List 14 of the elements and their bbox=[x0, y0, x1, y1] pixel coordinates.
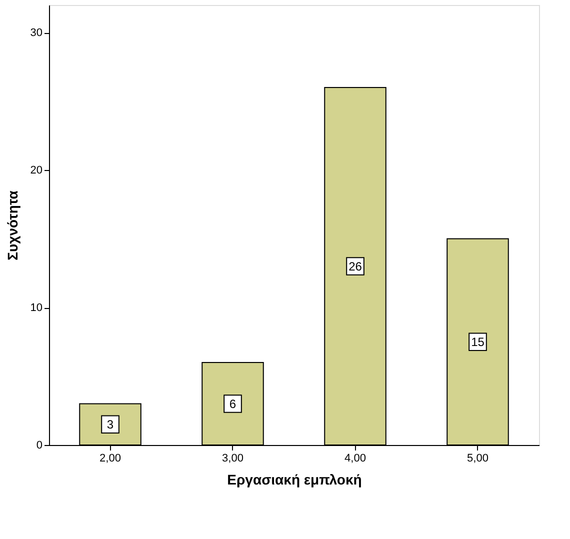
data-label: 15 bbox=[471, 334, 485, 349]
x-axis-title: Εργασιακή εμπλοκή bbox=[227, 472, 362, 488]
data-label: 6 bbox=[229, 396, 236, 411]
data-label: 3 bbox=[106, 417, 114, 432]
data-label: 26 bbox=[348, 259, 362, 274]
y-tick-label: 0 bbox=[36, 440, 42, 452]
y-axis-title: Συχνότητα bbox=[4, 190, 20, 260]
y-tick-label: 10 bbox=[30, 302, 42, 314]
y-tick-label: 30 bbox=[30, 27, 42, 39]
x-tick-label: 3,00 bbox=[222, 452, 244, 464]
y-tick-label: 20 bbox=[30, 164, 42, 176]
x-tick-label: 4,00 bbox=[344, 452, 366, 464]
x-tick-label: 2,00 bbox=[100, 452, 121, 464]
x-tick-label: 5,00 bbox=[467, 452, 488, 464]
